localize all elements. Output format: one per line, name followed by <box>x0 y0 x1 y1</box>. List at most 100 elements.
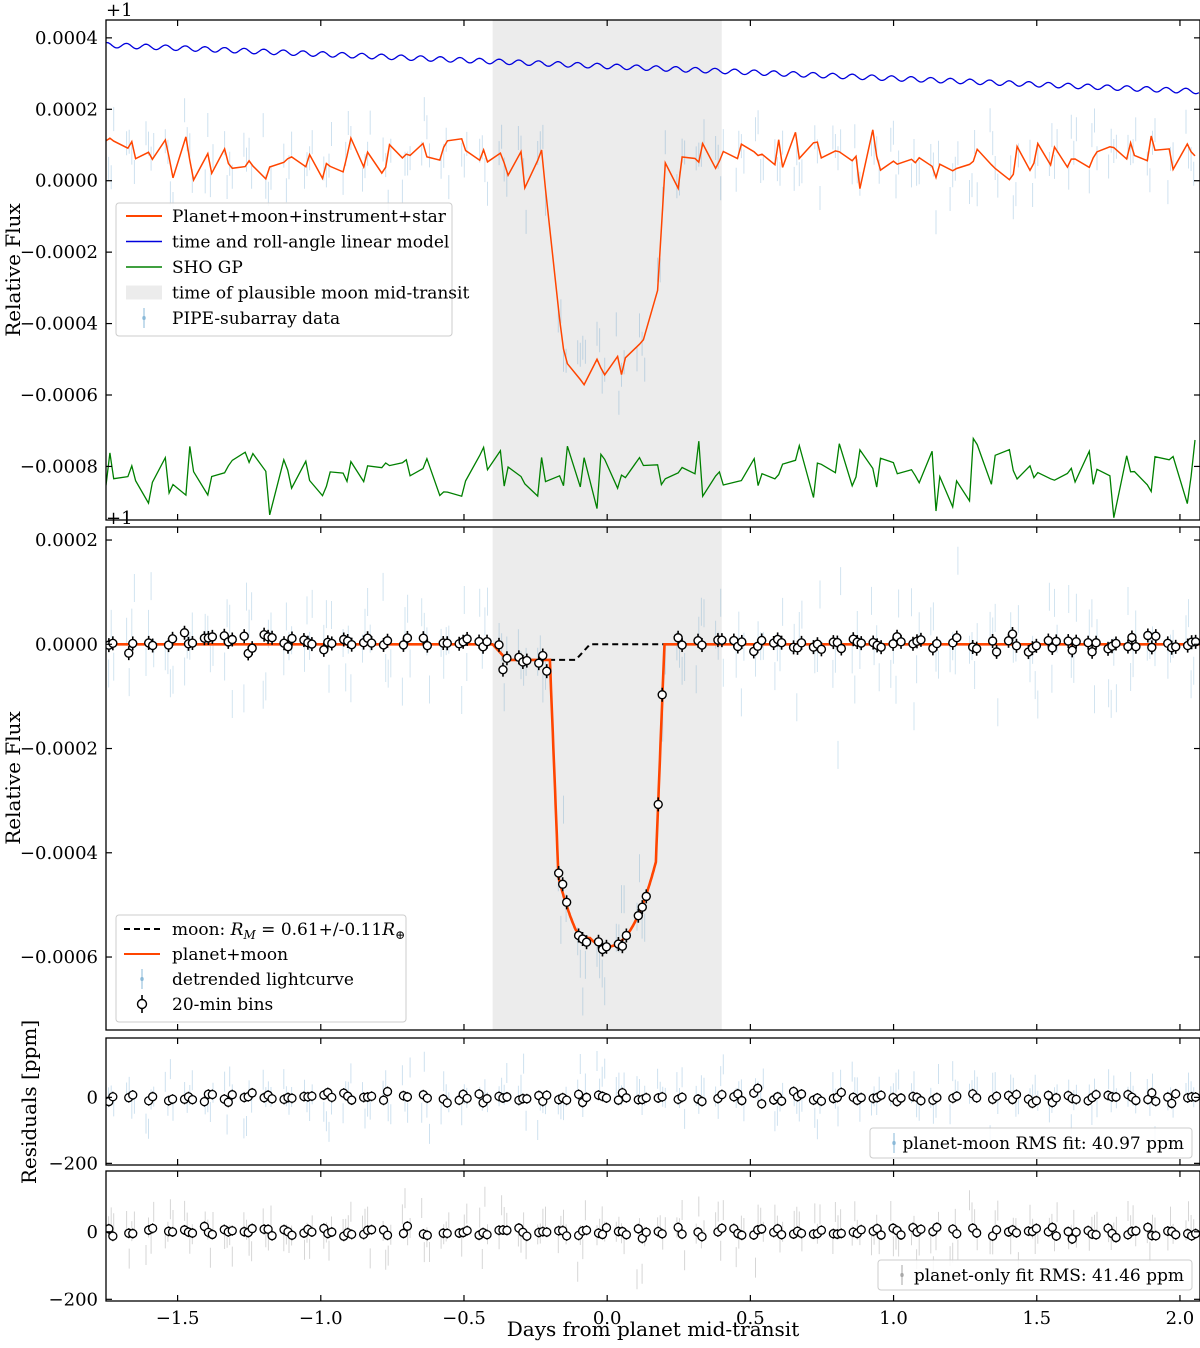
bin-point <box>601 942 612 952</box>
bin-point <box>327 638 337 649</box>
bin-point <box>287 1093 297 1103</box>
bin-point <box>538 650 548 661</box>
y-tick-label: −0.0006 <box>20 385 98 406</box>
bin-point <box>737 637 747 647</box>
binned-points <box>106 1083 1200 1109</box>
bin-point <box>737 1095 747 1106</box>
bin-point <box>753 1083 763 1093</box>
y-tick-label: −200 <box>49 1289 98 1310</box>
bin-point <box>757 635 767 646</box>
bin-point <box>378 1095 389 1105</box>
bin-point <box>1127 632 1137 643</box>
legend-handle <box>126 285 162 300</box>
bin-point <box>498 664 508 675</box>
bin-point <box>1067 645 1077 656</box>
legend-label: moon: RM = 0.61+/-0.11R⊕ <box>172 920 405 942</box>
bin-point <box>267 1094 277 1104</box>
bin-point <box>641 1227 651 1237</box>
bin-point <box>347 1095 357 1105</box>
legend-label: detrended lightcurve <box>172 970 354 990</box>
legend-label: Planet+moon+instrument+star <box>172 207 447 227</box>
bin-point <box>856 1225 866 1235</box>
bin-point <box>442 638 452 648</box>
bin-point <box>482 1229 492 1240</box>
bin-point <box>991 1225 1002 1235</box>
bin-point <box>1131 642 1141 652</box>
series-planet-moon-instrument-star <box>106 129 1196 387</box>
y-axis-label: Relative Flux <box>1 710 25 844</box>
shaded-region <box>492 20 722 520</box>
bin-point <box>247 1088 257 1098</box>
bin-point <box>733 1089 743 1099</box>
legend-label-math: R <box>230 920 244 940</box>
bin-point <box>167 1227 178 1237</box>
bin-point <box>148 1092 158 1102</box>
x-tick-label: 0.0 <box>593 1308 622 1329</box>
bin-point <box>382 1230 393 1240</box>
bin-point <box>128 1228 138 1239</box>
legend-box <box>877 1259 1193 1291</box>
bin-point <box>167 1094 178 1104</box>
y-tick-label: 0.0002 <box>35 99 98 120</box>
bin-point <box>677 1092 687 1102</box>
shaded-region <box>492 527 722 1030</box>
bin-point <box>776 1229 787 1240</box>
bin-point <box>836 1228 846 1239</box>
bin-point <box>776 1096 787 1106</box>
bin-point <box>327 1092 337 1103</box>
bin-point <box>267 633 277 643</box>
bin-point <box>697 1096 707 1107</box>
bin-point <box>502 1225 512 1236</box>
bin-point <box>1051 1093 1061 1103</box>
bin-point <box>1143 630 1153 641</box>
bin-point <box>597 1229 608 1240</box>
bin-point <box>876 642 886 652</box>
series-time-roll-angle-model <box>106 41 1200 95</box>
bin-point <box>327 1227 337 1237</box>
legend-label: planet-only fit RMS: 41.46 ppm <box>914 1266 1184 1286</box>
bin-point <box>1063 1226 1073 1237</box>
bin-point <box>522 1094 532 1104</box>
bin-point <box>1087 647 1097 657</box>
x-ticks <box>176 1038 1181 1165</box>
y-tick-label: −0.0002 <box>20 242 98 263</box>
bin-point <box>402 1092 413 1102</box>
bin-point <box>1091 638 1101 648</box>
y-ticks: 0 −200 <box>49 1087 1200 1174</box>
bin-point <box>952 1229 962 1239</box>
bin-point <box>633 911 644 921</box>
x-ticks <box>176 527 1181 1030</box>
bin-point <box>223 1097 233 1107</box>
y-axis-label: Relative Flux <box>1 202 25 336</box>
bin-point <box>199 1096 210 1107</box>
bin-point <box>1051 1231 1061 1241</box>
offset-label: +1 <box>106 0 133 21</box>
bin-point <box>601 1222 612 1233</box>
bin-point <box>971 644 982 654</box>
bin-point <box>657 1092 667 1102</box>
bin-point <box>1011 1228 1022 1238</box>
bin-point <box>757 1099 767 1109</box>
bin-point <box>346 639 357 650</box>
bin-point <box>621 1093 632 1103</box>
bin-point <box>422 640 433 651</box>
legend: planet-only fit RMS: 41.46 ppm <box>877 1259 1193 1291</box>
bin-point <box>207 1229 218 1240</box>
bin-point <box>462 1093 472 1104</box>
bin-point <box>442 1098 452 1108</box>
bin-point <box>617 941 628 951</box>
bin-point <box>179 628 190 638</box>
bin-point <box>1071 1094 1081 1105</box>
legend: Planet+moon+instrument+star time and roll… <box>115 202 469 337</box>
bin-point <box>613 1095 624 1105</box>
bin-point <box>581 1092 592 1103</box>
bin-point <box>677 640 687 650</box>
legend-marker <box>900 1273 904 1277</box>
legend-label-suffix: = 0.61+/-0.11 <box>256 920 382 940</box>
bin-point <box>593 937 604 947</box>
bin-point <box>422 1093 432 1103</box>
y-tick-label: 0.0000 <box>35 171 98 192</box>
bin-point <box>896 637 906 647</box>
bin-point <box>717 1223 727 1233</box>
legend-label-sub: M <box>242 928 256 942</box>
